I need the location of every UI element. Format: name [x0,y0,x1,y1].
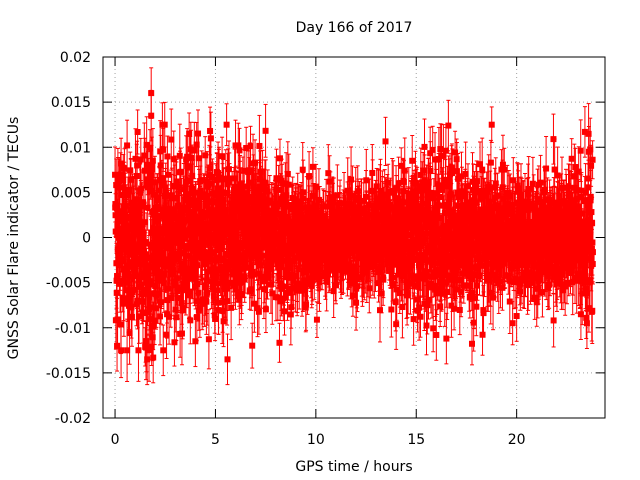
data-point [276,323,282,362]
point-marker [224,122,230,128]
data-series [112,68,596,385]
point-marker [187,317,193,323]
point-marker [143,338,149,344]
point-marker [157,313,163,319]
point-marker [263,306,269,312]
point-marker [150,323,156,329]
point-marker [135,129,141,135]
point-marker [114,205,120,211]
point-marker [134,163,140,169]
point-marker [206,336,212,342]
point-marker [256,143,262,149]
point-marker [207,128,213,134]
point-marker [212,316,218,322]
point-marker [208,135,214,141]
point-marker [135,347,141,353]
data-point [224,104,230,146]
point-marker [180,307,186,313]
data-point [263,104,269,157]
point-marker [162,271,168,277]
point-marker [160,147,166,153]
point-marker [259,253,265,259]
point-marker [276,340,282,346]
point-marker [249,343,255,349]
point-marker [242,277,248,283]
data-point [118,323,124,378]
data-point [208,112,214,164]
point-marker [256,309,262,315]
point-marker [178,169,184,175]
point-marker [214,287,220,293]
chart-title: Day 166 of 2017 [296,20,413,36]
point-marker [195,131,201,137]
point-marker [162,122,168,128]
point-marker [228,305,234,311]
point-marker [263,128,269,134]
point-marker [219,153,225,159]
data-point [187,297,193,344]
